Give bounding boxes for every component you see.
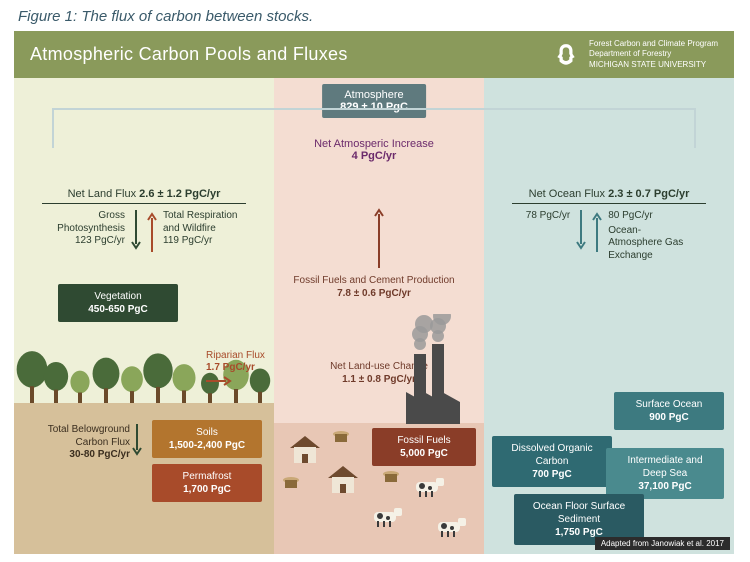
arrow-down-icon	[132, 424, 142, 458]
stump-icon	[282, 476, 300, 490]
figure: Atmospheric Carbon Pools and Fluxes Fore…	[14, 31, 734, 554]
arrow-down-icon	[576, 210, 586, 252]
riparian-flux: Riparian Flux 1.7 PgC/yr	[206, 350, 265, 390]
stump-icon	[332, 430, 350, 444]
cow-icon	[370, 506, 404, 528]
house-icon	[326, 464, 360, 494]
cow-icon	[434, 516, 468, 538]
attribution: Adapted from Janowiak et al. 2017	[595, 537, 730, 550]
house-icon	[288, 434, 322, 464]
org-line1: Forest Carbon and Climate Program	[589, 39, 718, 49]
header-title: Atmospheric Carbon Pools and Fluxes	[30, 44, 348, 65]
net-land-flux: Net Land Flux 2.6 ± 1.2 PgC/yr	[14, 188, 274, 204]
vegetation-pool: Vegetation 450-650 PgC	[58, 284, 178, 322]
land-flux-arrows: Gross Photosynthesis 123 PgC/yr Total Re…	[14, 210, 274, 252]
permafrost-pool: Permafrost 1,700 PgC	[152, 464, 262, 502]
ocean-down-value: 78 PgC/yr	[526, 210, 570, 223]
spartan-icon	[553, 42, 579, 68]
ocean-exch-label: Ocean-Atmosphere Gas Exchange	[608, 225, 692, 263]
ocean-up-value: 80 PgC/yr	[608, 210, 692, 223]
stump-icon	[382, 470, 400, 484]
resp-value: 119 PgC/yr	[163, 235, 247, 248]
fossil-fuels-pool: Fossil Fuels 5,000 PgC	[372, 428, 476, 466]
ocean-flux-arrows: 78 PgC/yr 80 PgC/yr Ocean-Atmosphere Gas…	[484, 210, 734, 262]
fossil-fuel-flux: Fossil Fuels and Cement Production 7.8 ±…	[274, 274, 474, 300]
org-line3: MICHIGAN STATE UNIVERSITY	[589, 60, 718, 70]
surface-ocean-pool: Surface Ocean 900 PgC	[614, 392, 724, 430]
arrow-up-icon	[374, 206, 384, 268]
dissolved-organic-carbon-pool: Dissolved Organic Carbon 700 PgC	[492, 436, 612, 487]
belowground-flux: Total Belowground Carbon Flux 30-80 PgC/…	[22, 424, 130, 462]
resp-label: Total Respiration and Wildfire	[163, 210, 247, 235]
header: Atmospheric Carbon Pools and Fluxes Fore…	[14, 31, 734, 78]
arrow-up-icon	[147, 210, 157, 252]
arrow-right-icon	[206, 376, 232, 386]
arrow-down-icon	[131, 210, 141, 252]
deep-sea-pool: Intermediate and Deep Sea 37,100 PgC	[606, 448, 724, 499]
figure-caption: Figure 1: The flux of carbon between sto…	[0, 0, 750, 31]
photosyn-label: Gross Photosynthesis	[41, 210, 125, 235]
org-line2: Department of Forestry	[589, 49, 718, 59]
figure-body: Atmosphere 829 ± 10 PgC Net Atmosperic I…	[14, 78, 734, 554]
factory-icon	[406, 314, 478, 424]
photosyn-value: 123 PgC/yr	[41, 235, 125, 248]
soils-pool: Soils 1,500-2,400 PgC	[152, 420, 262, 458]
header-org: Forest Carbon and Climate Program Depart…	[553, 39, 718, 70]
net-ocean-flux: Net Ocean Flux 2.3 ± 0.7 PgC/yr	[484, 188, 734, 204]
cow-icon	[412, 476, 446, 498]
arrow-up-icon	[592, 210, 602, 252]
